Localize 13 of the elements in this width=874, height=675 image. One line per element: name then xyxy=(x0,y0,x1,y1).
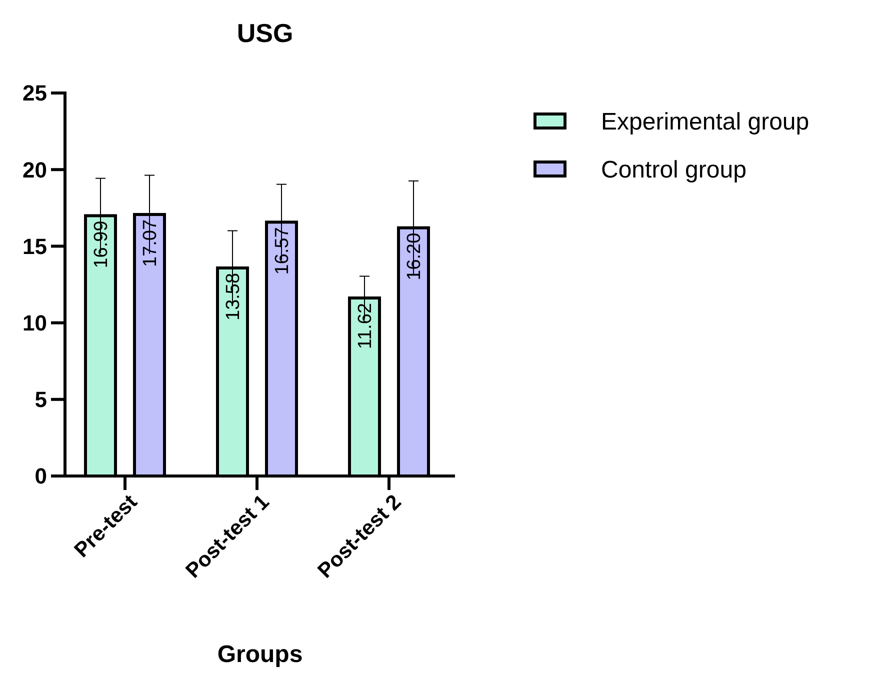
data-label: 16.57 xyxy=(272,227,294,275)
y-tick-label: 5 xyxy=(34,387,47,412)
legend-label: Experimental group xyxy=(601,108,810,136)
y-tick-label: 0 xyxy=(34,464,47,489)
y-tick-label: 20 xyxy=(22,157,47,182)
legend-label: Control group xyxy=(601,156,746,184)
chart-title: USG xyxy=(236,18,294,48)
y-tick-label: 15 xyxy=(22,234,47,259)
x-axis-title: Groups xyxy=(217,641,303,668)
y-tick-label: 25 xyxy=(22,80,47,106)
data-label: 11.62 xyxy=(355,302,376,350)
data-label: 17.07 xyxy=(140,219,162,268)
y-tick-label: 10 xyxy=(22,310,47,336)
